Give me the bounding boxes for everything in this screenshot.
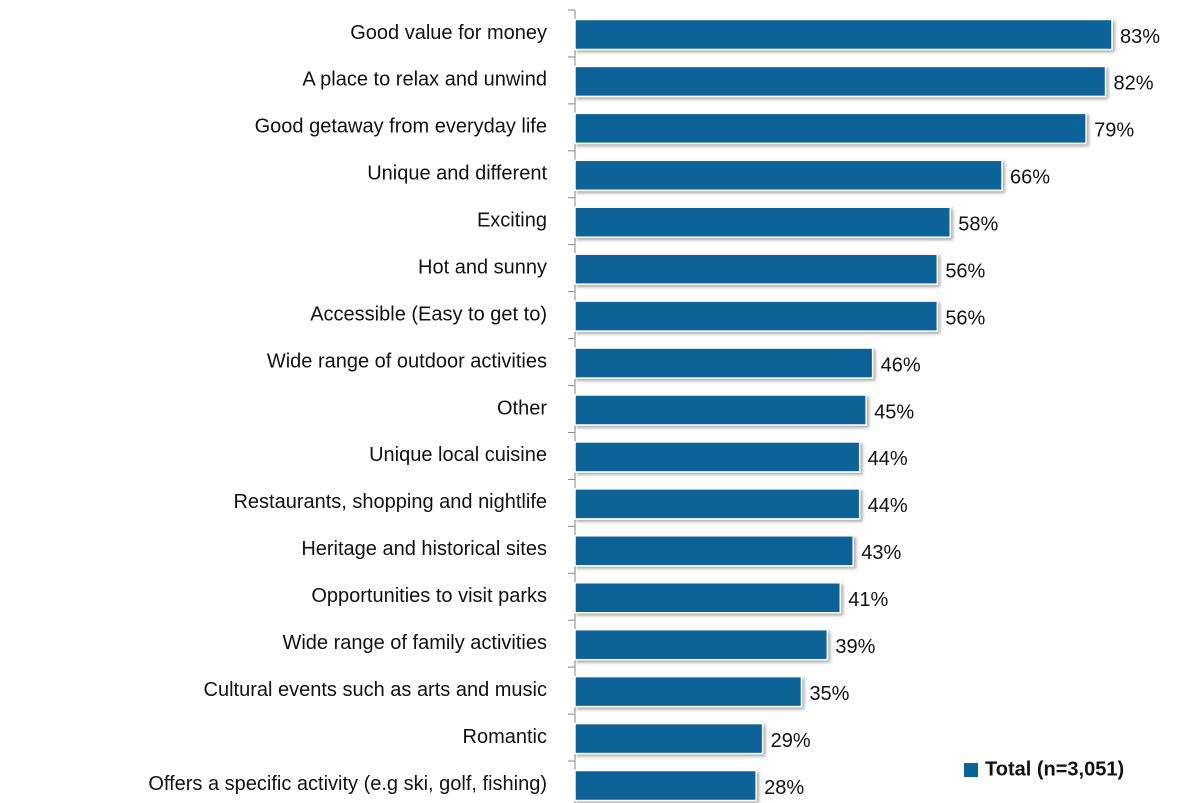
category-label: Heritage and historical sites [301,538,547,560]
bar [574,628,829,661]
bar [574,535,854,567]
category-label: Romantic [463,726,547,748]
value-label: 56% [945,307,985,329]
category-label: Wide range of family activities [282,632,547,654]
category-label: Exciting [477,210,547,232]
category-label: Good value for money [350,22,547,44]
bar [574,488,861,520]
value-label: 82% [1114,73,1154,95]
category-label: Restaurants, shopping and nightlife [233,491,547,513]
value-label: 45% [874,401,914,423]
bar [574,347,874,379]
value-label: 66% [1010,167,1050,189]
category-label: Offers a specific activity (e.g ski, gol… [148,773,547,795]
bar [574,300,939,332]
value-label: 44% [868,448,908,470]
category-label: Unique local cuisine [369,444,547,466]
value-label: 83% [1120,26,1160,48]
legend-label: Total (n=3,051) [985,758,1124,780]
value-label: 46% [881,354,921,376]
value-label: 44% [868,495,908,517]
category-label: Hot and sunny [418,256,547,278]
bar [574,65,1107,98]
bar [574,441,861,473]
value-label: 41% [848,589,888,611]
bar [574,18,1113,51]
bar [574,582,842,614]
category-label: Cultural events such as arts and music [204,679,548,701]
bar [574,769,757,802]
category-label: Opportunities to visit parks [311,585,547,607]
bar [574,159,1003,192]
value-label: 79% [1094,120,1134,142]
legend-swatch [964,763,978,777]
bar [574,253,939,285]
value-label: 58% [958,214,998,236]
value-label: 43% [861,542,901,564]
value-label: 29% [771,730,811,752]
category-label: Other [497,397,547,419]
bar [574,722,764,755]
bar [574,394,867,426]
value-label: 35% [809,683,849,705]
value-label: 28% [764,777,804,799]
category-label: Wide range of outdoor activities [267,350,547,372]
bar [574,675,803,708]
bar [574,112,1087,145]
value-label: 56% [945,260,985,282]
bar [574,206,952,238]
category-label: Accessible (Easy to get to) [310,303,547,325]
category-label: Unique and different [367,163,547,185]
category-label: A place to relax and unwind [302,69,547,91]
value-label: 39% [835,636,875,658]
category-label: Good getaway from everyday life [255,116,547,138]
